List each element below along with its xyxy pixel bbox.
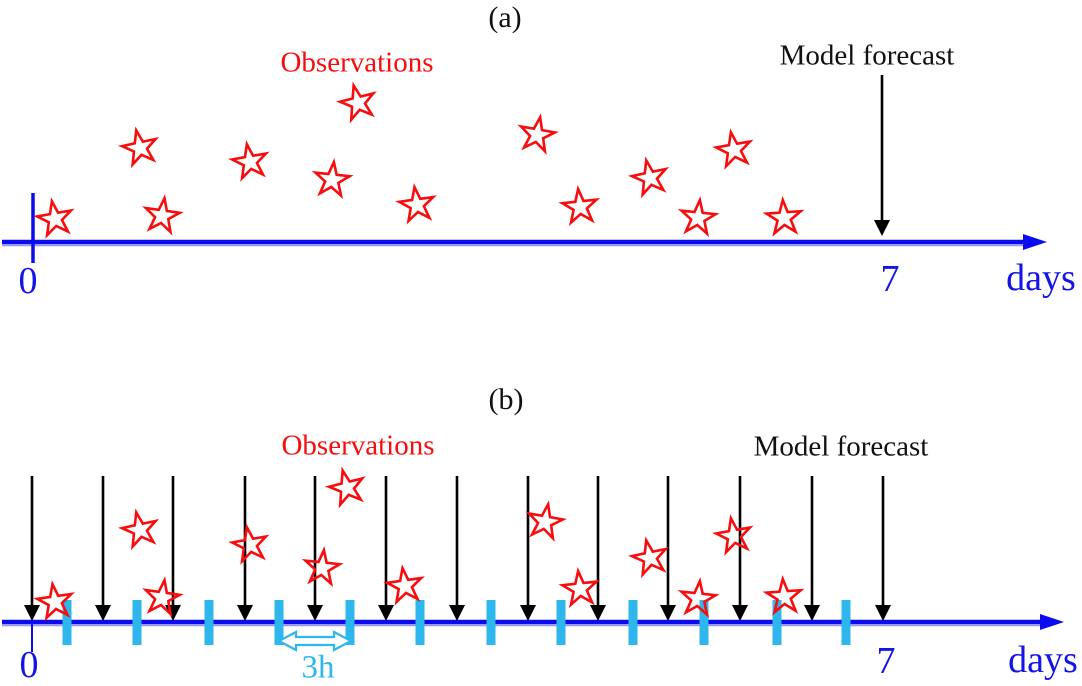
- panel-b-window-tick: [556, 600, 566, 645]
- panel-b-forecast-label: Model forecast: [753, 430, 929, 463]
- panel-b-observation-star: [301, 546, 344, 588]
- panel-b-observation-star: [228, 523, 270, 565]
- panel-a-axis-unit-label: days: [1006, 257, 1076, 299]
- panel-a-observation-star: [558, 185, 601, 227]
- panel-b-forecast-arrowhead: [307, 605, 323, 621]
- panel-b-observations-label: Observations: [281, 429, 435, 462]
- panel-b-window-tick: [841, 600, 851, 645]
- panel-a-observation-star: [228, 140, 270, 182]
- panel-b-forecast-arrowhead: [95, 605, 111, 621]
- panel-a-observation-star: [677, 196, 720, 238]
- panel-b-forecast-arrowhead: [590, 605, 606, 621]
- panel-b-forecast-arrowhead: [660, 605, 676, 621]
- panel-b-window-tick: [132, 600, 142, 645]
- panel-a-observation-star: [335, 81, 377, 124]
- panel-a-observations-label: Observations: [280, 46, 434, 79]
- panel-b-axis-arrowhead: [1040, 614, 1064, 630]
- panel-a-observation-star: [142, 194, 184, 236]
- panel-b-observation-star: [525, 500, 567, 542]
- panel-a-axis-arrowhead: [1023, 234, 1047, 250]
- panel-b-window-tick: [772, 600, 782, 645]
- panel-a-observation-star: [628, 156, 670, 199]
- panel-a-forecast-label: Model forecast: [779, 39, 955, 72]
- panel-a-observation-star: [517, 113, 559, 155]
- panel-b-observation-star: [383, 564, 425, 606]
- panel-b-interval-label: 3h: [301, 649, 335, 686]
- panel-b-observation-star: [762, 574, 805, 616]
- panel-a-end-tick-label: 7: [880, 258, 900, 300]
- panel-b-interval-double-arrow: [276, 630, 354, 652]
- panel-b-window-tick: [62, 600, 72, 645]
- panel-b-forecast-arrowhead: [237, 605, 253, 621]
- panel-a-observation-star: [33, 197, 75, 239]
- panel-b-window-tick: [274, 600, 284, 645]
- panel-a-origin-tick-label: 0: [18, 260, 38, 302]
- panel-b-forecast-arrowhead: [378, 605, 394, 621]
- panel-a-observation-star: [311, 158, 354, 200]
- panel-b-observation-star: [712, 514, 754, 556]
- panel-b-window-tick: [699, 600, 709, 645]
- panel-b-observation-star: [558, 567, 601, 609]
- panel-b-origin-tick-label: 0: [19, 644, 39, 686]
- panel-b-forecast-arrowhead: [804, 605, 820, 621]
- panel-b-observation-star: [324, 466, 366, 509]
- panel-b-forecast-arrowhead: [875, 605, 891, 621]
- panel-b-window-tick: [486, 600, 496, 645]
- panel-b-end-tick-label: 7: [876, 640, 896, 682]
- panel-b-observation-star: [628, 536, 670, 579]
- panel-a-observation-star: [712, 128, 754, 170]
- panel-b-title: (b): [488, 383, 524, 416]
- panel-b-observation-star: [118, 508, 160, 551]
- panel-b-observation-star: [33, 580, 75, 622]
- panel-a-forecast-arrowhead: [874, 220, 890, 236]
- panel-b-forecast-arrowhead: [24, 605, 40, 621]
- panel-b-forecast-arrowhead: [732, 605, 748, 621]
- panel-b-observation-star: [677, 577, 720, 619]
- panel-b-window-tick: [628, 600, 638, 645]
- panel-a-observation-star: [762, 195, 805, 237]
- panel-b-window-tick: [204, 600, 214, 645]
- panel-b-window-tick: [415, 600, 425, 645]
- panel-a-observation-star: [395, 183, 437, 225]
- panel-a-title: (a): [488, 1, 522, 34]
- panel-b-axis-unit-label: days: [1008, 639, 1078, 681]
- panel-b-forecast-arrowhead: [520, 605, 536, 621]
- panel-b-forecast-arrowhead: [449, 605, 465, 621]
- panel-b-window-tick: [345, 600, 355, 645]
- panel-b-forecast-arrowhead: [165, 605, 181, 621]
- panel-a-observation-star: [118, 126, 160, 169]
- panel-b-observation-star: [142, 576, 184, 618]
